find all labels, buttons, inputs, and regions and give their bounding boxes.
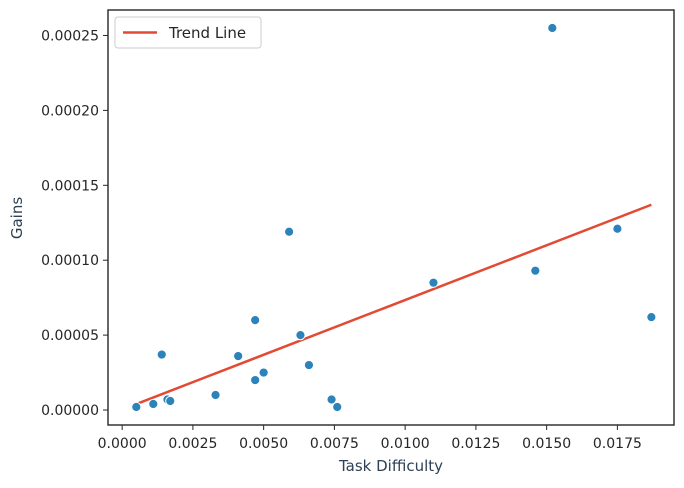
- scatter-point: [233, 350, 244, 362]
- legend: Trend Line: [114, 16, 262, 49]
- trend-line: [135, 203, 652, 406]
- scatter-point: [258, 367, 269, 378]
- scatter-point: [303, 359, 315, 371]
- scatter-point: [295, 330, 306, 341]
- scatter-points: [131, 22, 657, 413]
- y-tick-label: 0.00005: [41, 328, 99, 344]
- scatter-point: [428, 277, 439, 288]
- scatter-point: [326, 394, 337, 405]
- y-tick-label: 0.00015: [41, 178, 99, 194]
- scatter-point: [332, 401, 343, 413]
- y-axis-label: Gains: [8, 197, 26, 239]
- scatter-point: [165, 395, 176, 407]
- legend-box: [114, 16, 262, 49]
- scatter-point: [612, 223, 623, 234]
- x-tick-label: 0.0050: [239, 436, 288, 452]
- scatter-point: [250, 315, 261, 326]
- scatter-point: [284, 226, 295, 237]
- scatter-point: [646, 312, 657, 323]
- y-tick-label: 0.00000: [41, 403, 99, 419]
- y-tick-label: 0.00020: [41, 103, 99, 119]
- plot-background: [108, 10, 674, 425]
- x-tick-label: 0.0125: [451, 436, 500, 452]
- scatter-point: [250, 374, 261, 386]
- scatter-point: [530, 265, 541, 276]
- x-tick-label: 0.0150: [522, 436, 571, 452]
- x-axis-ticks: 0.0000 0.0025 0.0050 0.0075 0.0100 0.0125 0.01…: [98, 425, 642, 452]
- y-tick-label: 0.00025: [41, 28, 99, 44]
- x-tick-label: 0.0025: [168, 436, 217, 452]
- scatter-point: [131, 401, 142, 413]
- scatter-point: [547, 22, 558, 34]
- legend-label-trend-line: Trend Line: [168, 24, 246, 42]
- x-tick-label: 0.0000: [98, 436, 147, 452]
- trend-line-layer: [135, 203, 652, 406]
- x-tick-label: 0.0175: [593, 436, 642, 452]
- scatter-point: [156, 349, 167, 360]
- y-tick-label: 0.00010: [41, 253, 99, 269]
- x-tick-label: 0.0075: [310, 436, 359, 452]
- plot-frame: [107, 9, 675, 426]
- scatter-point: [148, 398, 159, 410]
- x-axis-label: Task Difficulty: [338, 457, 443, 475]
- x-tick-label: 0.0100: [381, 436, 430, 452]
- scatter-point: [210, 389, 221, 401]
- y-axis-ticks: 0.00000 0.00005 0.00010 0.00015 0.00020 0.000…: [41, 28, 108, 419]
